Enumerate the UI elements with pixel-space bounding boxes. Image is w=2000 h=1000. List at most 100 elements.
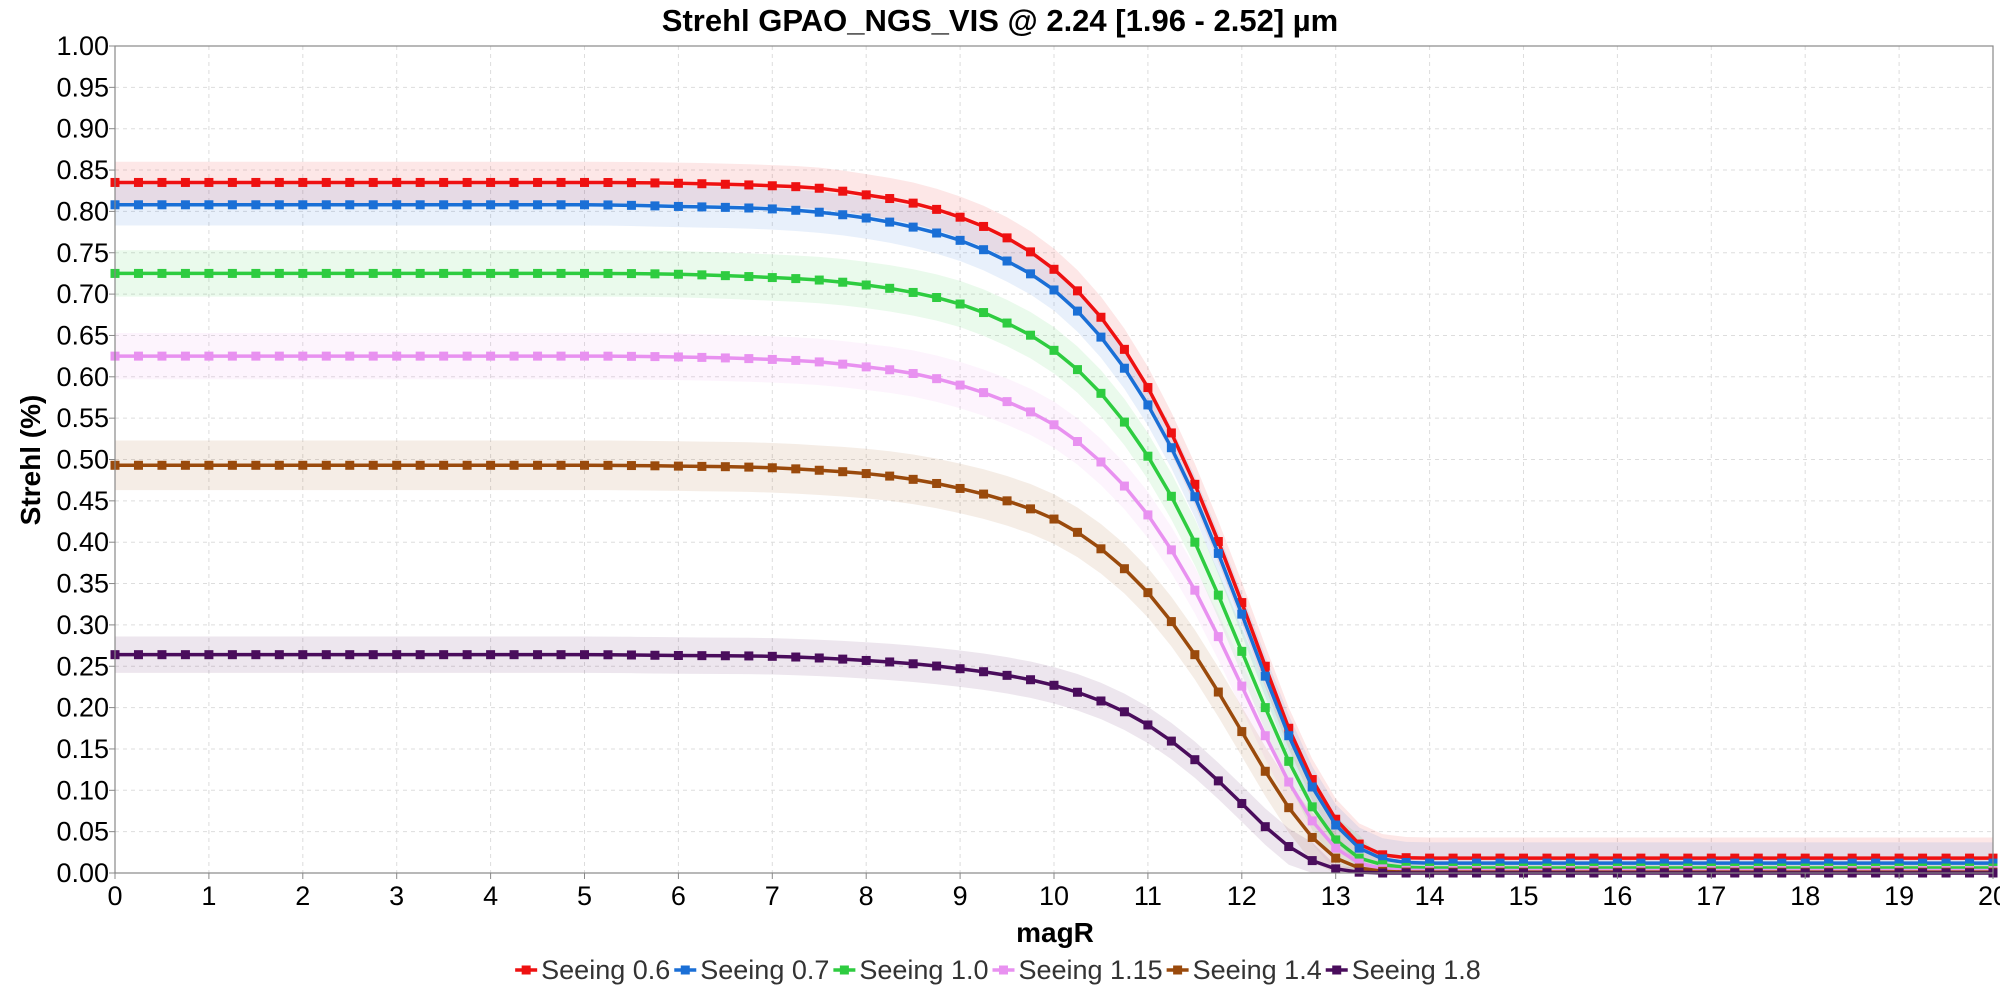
x-tick-label: 6 bbox=[671, 881, 686, 911]
legend-label: Seeing 0.7 bbox=[700, 955, 829, 985]
data-point bbox=[133, 460, 143, 470]
legend-item-1[interactable]: Seeing 0.7 bbox=[674, 955, 829, 985]
y-tick-label: 0.35 bbox=[56, 569, 109, 599]
data-point bbox=[885, 217, 895, 227]
data-point bbox=[720, 353, 730, 363]
data-point bbox=[321, 650, 331, 660]
legend-item-3[interactable]: Seeing 1.15 bbox=[992, 955, 1163, 985]
data-point bbox=[1331, 864, 1341, 874]
data-point bbox=[345, 268, 355, 278]
data-point bbox=[345, 200, 355, 210]
legend-label: Seeing 1.8 bbox=[1352, 955, 1481, 985]
data-point bbox=[1143, 451, 1153, 461]
legend-item-5[interactable]: Seeing 1.8 bbox=[1325, 955, 1481, 985]
data-point bbox=[1307, 816, 1317, 826]
data-point bbox=[1659, 853, 1669, 863]
data-point bbox=[1612, 858, 1622, 868]
data-point bbox=[791, 355, 801, 365]
data-point bbox=[626, 200, 636, 210]
data-point bbox=[580, 268, 589, 278]
data-point bbox=[955, 212, 965, 222]
data-point bbox=[415, 200, 425, 210]
data-point bbox=[1307, 775, 1317, 785]
data-point bbox=[1166, 491, 1176, 501]
data-point bbox=[720, 179, 730, 189]
data-point bbox=[932, 478, 942, 488]
data-point bbox=[439, 177, 449, 187]
data-point bbox=[979, 388, 989, 398]
legend-item-0[interactable]: Seeing 0.6 bbox=[515, 955, 670, 985]
data-point bbox=[204, 268, 214, 278]
data-point bbox=[1237, 646, 1247, 656]
data-point bbox=[509, 177, 519, 187]
legend-item-2[interactable]: Seeing 1.0 bbox=[833, 955, 988, 985]
data-point bbox=[180, 177, 190, 187]
data-point bbox=[626, 269, 636, 279]
data-point bbox=[1166, 428, 1176, 438]
data-point bbox=[1026, 504, 1036, 514]
data-point bbox=[1425, 858, 1435, 868]
y-tick-label: 0.90 bbox=[56, 114, 109, 144]
data-point bbox=[227, 268, 237, 278]
data-point bbox=[1213, 632, 1223, 642]
data-point bbox=[556, 268, 566, 278]
data-point bbox=[1026, 407, 1036, 417]
data-point bbox=[1847, 853, 1857, 863]
data-point bbox=[1519, 858, 1528, 868]
data-point bbox=[1213, 537, 1223, 547]
data-point bbox=[1730, 858, 1740, 868]
x-tick-label: 3 bbox=[389, 881, 404, 911]
legend-item-4[interactable]: Seeing 1.4 bbox=[1166, 955, 1322, 985]
y-tick-label: 0.75 bbox=[56, 238, 109, 268]
data-point bbox=[767, 181, 777, 191]
y-axis-label: Strehl (%) bbox=[15, 395, 46, 526]
data-point bbox=[1166, 443, 1176, 453]
data-point bbox=[1166, 736, 1176, 746]
data-point bbox=[673, 201, 683, 211]
x-tick-label: 4 bbox=[483, 881, 498, 911]
data-point bbox=[861, 213, 871, 223]
data-point bbox=[462, 650, 472, 660]
x-tick-label: 13 bbox=[1321, 881, 1351, 911]
data-point bbox=[1284, 723, 1294, 733]
data-point bbox=[1237, 609, 1247, 619]
data-point bbox=[1119, 344, 1129, 354]
data-point bbox=[1002, 397, 1012, 407]
data-point bbox=[509, 351, 519, 361]
data-point bbox=[251, 650, 261, 660]
legend-label: Seeing 1.0 bbox=[859, 955, 988, 985]
data-point bbox=[204, 351, 214, 361]
y-tick-label: 0.25 bbox=[56, 651, 109, 681]
legend-swatch-marker bbox=[839, 965, 849, 975]
y-tick-label: 0.85 bbox=[56, 155, 109, 185]
data-point bbox=[486, 650, 496, 660]
x-tick-label: 1 bbox=[201, 881, 216, 911]
data-point bbox=[1495, 853, 1505, 863]
data-point bbox=[1636, 858, 1646, 868]
data-point bbox=[744, 272, 754, 282]
data-point bbox=[932, 374, 942, 384]
data-point bbox=[509, 200, 519, 210]
data-point bbox=[415, 351, 425, 361]
legend[interactable]: Seeing 0.6 Seeing 0.7 Seeing 1.0 Seeing 1.1… bbox=[515, 955, 1481, 985]
data-point bbox=[1331, 814, 1341, 824]
data-point bbox=[157, 268, 167, 278]
data-point bbox=[157, 351, 167, 361]
x-tick-label: 12 bbox=[1227, 881, 1257, 911]
data-point bbox=[368, 200, 378, 210]
data-point bbox=[626, 351, 636, 361]
y-tick-label: 0.70 bbox=[56, 279, 109, 309]
data-point bbox=[1542, 858, 1552, 868]
data-point bbox=[673, 650, 683, 660]
data-point bbox=[1237, 727, 1247, 737]
data-point bbox=[274, 200, 284, 210]
data-point bbox=[603, 351, 613, 361]
data-point bbox=[204, 460, 214, 470]
data-point bbox=[462, 268, 472, 278]
data-point bbox=[368, 177, 378, 187]
band-series-3 bbox=[115, 332, 1993, 873]
data-point bbox=[1260, 671, 1270, 681]
data-point bbox=[1331, 843, 1341, 853]
data-point bbox=[861, 655, 871, 665]
legend-swatch-marker bbox=[1332, 965, 1342, 975]
